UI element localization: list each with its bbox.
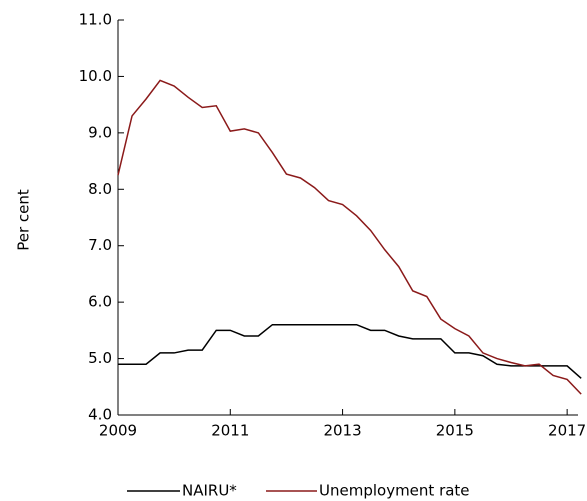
y-axis-label: Per cent: [15, 189, 33, 251]
x-tick-label: 2011: [211, 422, 249, 440]
y-tick-label: 7.0: [88, 236, 112, 254]
x-tick-label: 2013: [323, 422, 361, 440]
y-tick-label: 5.0: [88, 349, 112, 367]
x-tick-label: 2017: [548, 422, 586, 440]
x-tick-label: 2015: [436, 422, 474, 440]
legend-label: NAIRU*: [182, 482, 237, 500]
y-tick-label: 11.0: [79, 11, 112, 29]
y-tick-label: 10.0: [79, 67, 112, 85]
y-tick-label: 4.0: [88, 406, 112, 424]
y-tick-label: 8.0: [88, 180, 112, 198]
data-line: [118, 323, 582, 379]
legend-label: Unemployment rate: [319, 482, 470, 500]
data-line: [117, 79, 582, 395]
y-tick-label: 9.0: [88, 123, 112, 141]
x-tick-label: 2009: [99, 422, 137, 440]
y-tick-label: 6.0: [88, 293, 112, 311]
